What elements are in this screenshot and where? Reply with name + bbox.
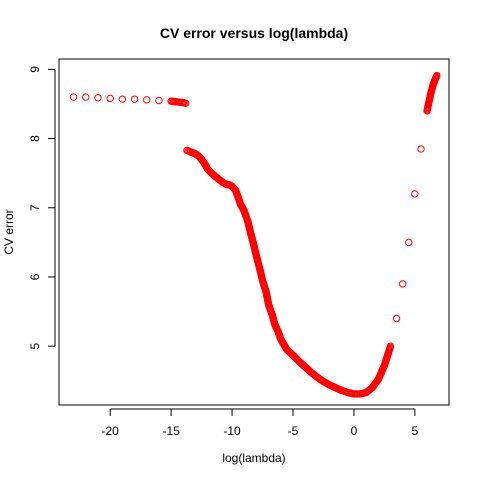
y-tick-label: 5 xyxy=(28,343,42,350)
data-point xyxy=(118,95,127,103)
data-point xyxy=(417,145,425,153)
data-point xyxy=(386,342,395,350)
data-point xyxy=(405,238,413,247)
x-tick-label: 0 xyxy=(351,424,358,438)
data-point xyxy=(143,96,151,104)
data-point xyxy=(106,94,114,103)
x-tick-label: -15 xyxy=(162,424,180,438)
x-tick-label: -20 xyxy=(102,424,120,438)
data-point xyxy=(130,95,139,103)
data-point xyxy=(433,71,441,80)
y-axis: 5 6 7 8 9 xyxy=(28,66,56,350)
data-point xyxy=(411,190,419,198)
x-axis-label: log(lambda) xyxy=(222,451,285,465)
data-point xyxy=(182,99,190,107)
x-tick-label: 5 xyxy=(412,424,419,438)
x-tick-label: -10 xyxy=(223,424,241,438)
data-point xyxy=(392,314,401,323)
chart-title: CV error versus log(lambda) xyxy=(160,25,348,41)
x-axis: -20 -15 -10 -5 0 5 xyxy=(102,408,419,438)
data-point xyxy=(398,280,407,288)
data-points xyxy=(69,71,441,398)
plot-frame xyxy=(58,58,450,406)
y-tick-label: 7 xyxy=(28,204,42,211)
x-tick-label: -5 xyxy=(288,424,299,438)
y-tick-label: 8 xyxy=(28,135,42,142)
data-point xyxy=(94,94,102,102)
y-axis-label: CV error xyxy=(2,209,16,254)
data-point xyxy=(82,93,90,101)
y-tick-label: 9 xyxy=(28,66,42,73)
data-point xyxy=(69,93,78,101)
data-point xyxy=(155,96,163,105)
y-tick-label: 6 xyxy=(28,273,42,280)
